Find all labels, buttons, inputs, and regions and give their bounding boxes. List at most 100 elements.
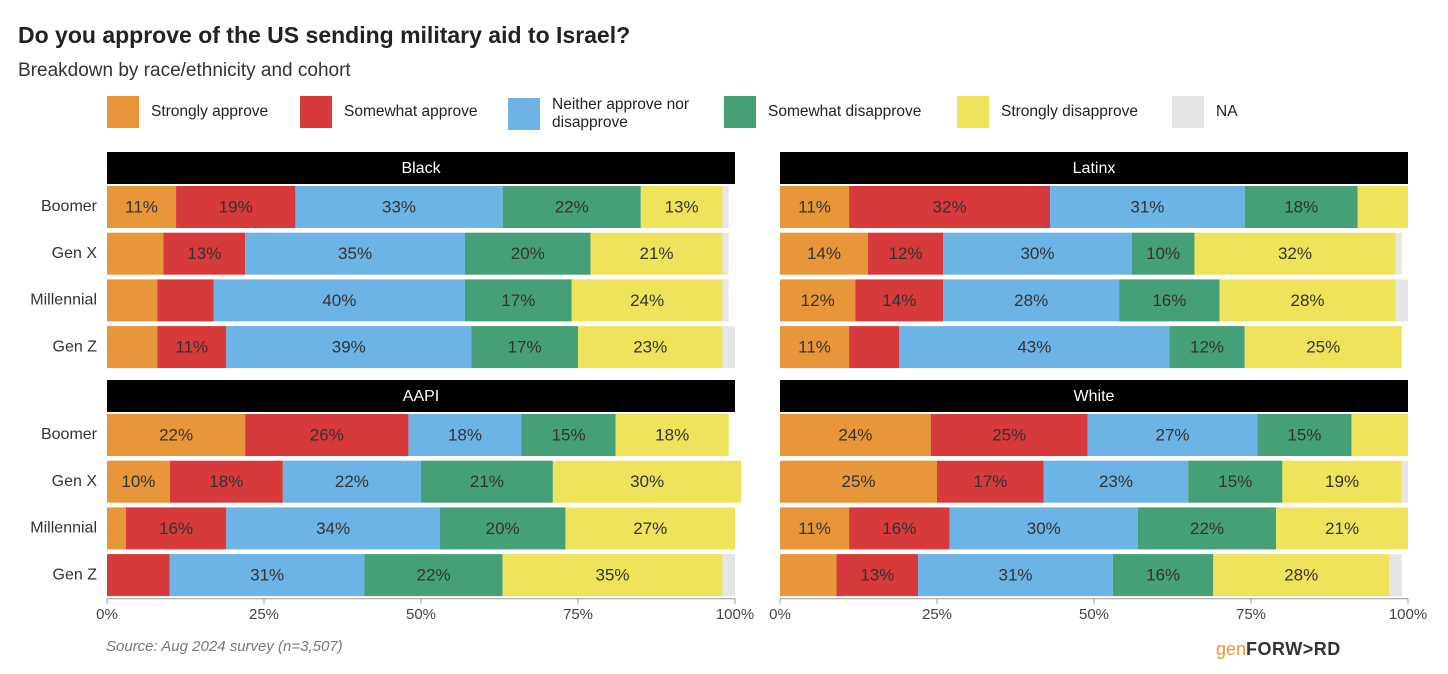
- data-label: 35%: [596, 566, 630, 585]
- y-tick-label: Gen X: [52, 473, 98, 490]
- panel-title: Latinx: [1073, 160, 1116, 177]
- bar-segment: [157, 279, 214, 322]
- data-label: 25%: [841, 472, 875, 491]
- bar-segment: [1119, 279, 1220, 322]
- bar-segment: [849, 186, 1051, 228]
- bar-segment: [282, 460, 421, 503]
- data-label: 27%: [1155, 425, 1189, 444]
- data-label: 16%: [1152, 291, 1186, 310]
- bar-segment: [1169, 326, 1245, 369]
- bar-segment: [780, 460, 937, 503]
- x-tick-label: 50%: [406, 606, 436, 623]
- bar-segment: [1043, 460, 1189, 503]
- bar-segment: [722, 186, 729, 228]
- legend-label: Neither approve nor disapprove: [552, 96, 689, 131]
- y-tick-label: Boomer: [41, 198, 98, 215]
- data-label: 30%: [1027, 519, 1061, 538]
- bar-segment: [1282, 460, 1402, 503]
- data-label: 39%: [332, 338, 366, 357]
- legend-item: NA: [1172, 96, 1238, 128]
- bar-segment: [578, 326, 723, 369]
- bar-segment: [107, 326, 158, 369]
- data-label: 32%: [933, 197, 967, 216]
- data-label: 17%: [973, 472, 1007, 491]
- bar-segment: [836, 554, 919, 597]
- bar-segment: [930, 414, 1088, 456]
- bar-segment: [780, 232, 868, 275]
- data-label: 13%: [665, 197, 699, 216]
- bar-segment: [245, 232, 465, 275]
- bar-segment: [780, 326, 850, 369]
- bar-segment: [552, 460, 742, 503]
- legend-swatch: [724, 96, 756, 128]
- data-label: 25%: [1306, 338, 1340, 357]
- bar-segment: [163, 232, 246, 275]
- y-tick-label: Gen Z: [53, 338, 98, 355]
- chart-subtitle: Breakdown by race/ethnicity and cohort: [18, 60, 351, 81]
- bar-segment: [1188, 460, 1283, 503]
- bar-segment: [722, 232, 729, 275]
- data-label: 18%: [1284, 197, 1318, 216]
- bar-segment: [1395, 279, 1408, 322]
- bar-segment: [226, 326, 472, 369]
- legend-item: Strongly approve: [107, 96, 268, 128]
- y-tick-label: Boomer: [41, 426, 98, 443]
- panel-title: AAPI: [403, 388, 439, 405]
- bar-segment: [722, 279, 729, 322]
- data-label: 11%: [798, 519, 831, 538]
- legend-label: Somewhat approve: [344, 103, 478, 120]
- bar-segment: [464, 279, 572, 322]
- legend-item: Neither approve nor disapprove: [508, 96, 722, 132]
- legend-label: Strongly disapprove: [1001, 103, 1138, 120]
- bar-segment: [918, 554, 1113, 597]
- bar-segment: [1244, 326, 1402, 369]
- bar-segment: [502, 554, 723, 597]
- source-note: Source: Aug 2024 survey (n=3,507): [106, 638, 343, 655]
- bar-segment: [125, 507, 227, 550]
- data-label: 10%: [1146, 244, 1180, 263]
- data-label: 15%: [1287, 425, 1321, 444]
- bar-segment: [1395, 232, 1402, 275]
- data-label: 33%: [382, 197, 416, 216]
- bar-segment: [849, 507, 950, 550]
- data-label: 28%: [1284, 566, 1318, 585]
- data-label: 31%: [1130, 197, 1164, 216]
- panel-title: Black: [401, 160, 441, 177]
- data-label: 11%: [798, 197, 831, 216]
- bar-segment: [1351, 414, 1408, 456]
- data-label: 30%: [1020, 244, 1054, 263]
- legend-label: Somewhat disapprove: [768, 103, 922, 120]
- brand-logo: genFORW>RD: [1216, 639, 1341, 660]
- bar-segment: [867, 232, 944, 275]
- bar-segment: [1357, 186, 1408, 228]
- bar-segment: [107, 507, 126, 550]
- data-label: 40%: [322, 291, 356, 310]
- bar-segment: [640, 186, 723, 228]
- data-label: 18%: [209, 472, 243, 491]
- data-label: 23%: [633, 338, 667, 357]
- data-label: 22%: [159, 425, 193, 444]
- bar-segment: [780, 279, 856, 322]
- bar-segment: [565, 507, 735, 550]
- x-tick-label: 25%: [922, 606, 952, 623]
- brand-prefix: gen: [1216, 639, 1247, 659]
- bar-segment: [722, 326, 735, 369]
- panel-header: [107, 380, 735, 412]
- data-label: 17%: [501, 291, 535, 310]
- bar-segment: [849, 326, 900, 369]
- bar-segment: [1219, 279, 1396, 322]
- data-label: 31%: [250, 566, 284, 585]
- bar-segment: [1401, 460, 1408, 503]
- data-label: 20%: [511, 244, 545, 263]
- bar-segment: [439, 507, 566, 550]
- bar-segment: [780, 414, 931, 456]
- data-label: 19%: [1325, 472, 1359, 491]
- bar-segment: [169, 554, 365, 597]
- legend-item: Somewhat disapprove: [724, 96, 921, 128]
- bar-segment: [421, 460, 553, 503]
- data-label: 35%: [338, 244, 372, 263]
- bar-segment: [521, 414, 616, 456]
- data-label: 12%: [1190, 338, 1224, 357]
- x-tick-label: 100%: [1389, 606, 1427, 623]
